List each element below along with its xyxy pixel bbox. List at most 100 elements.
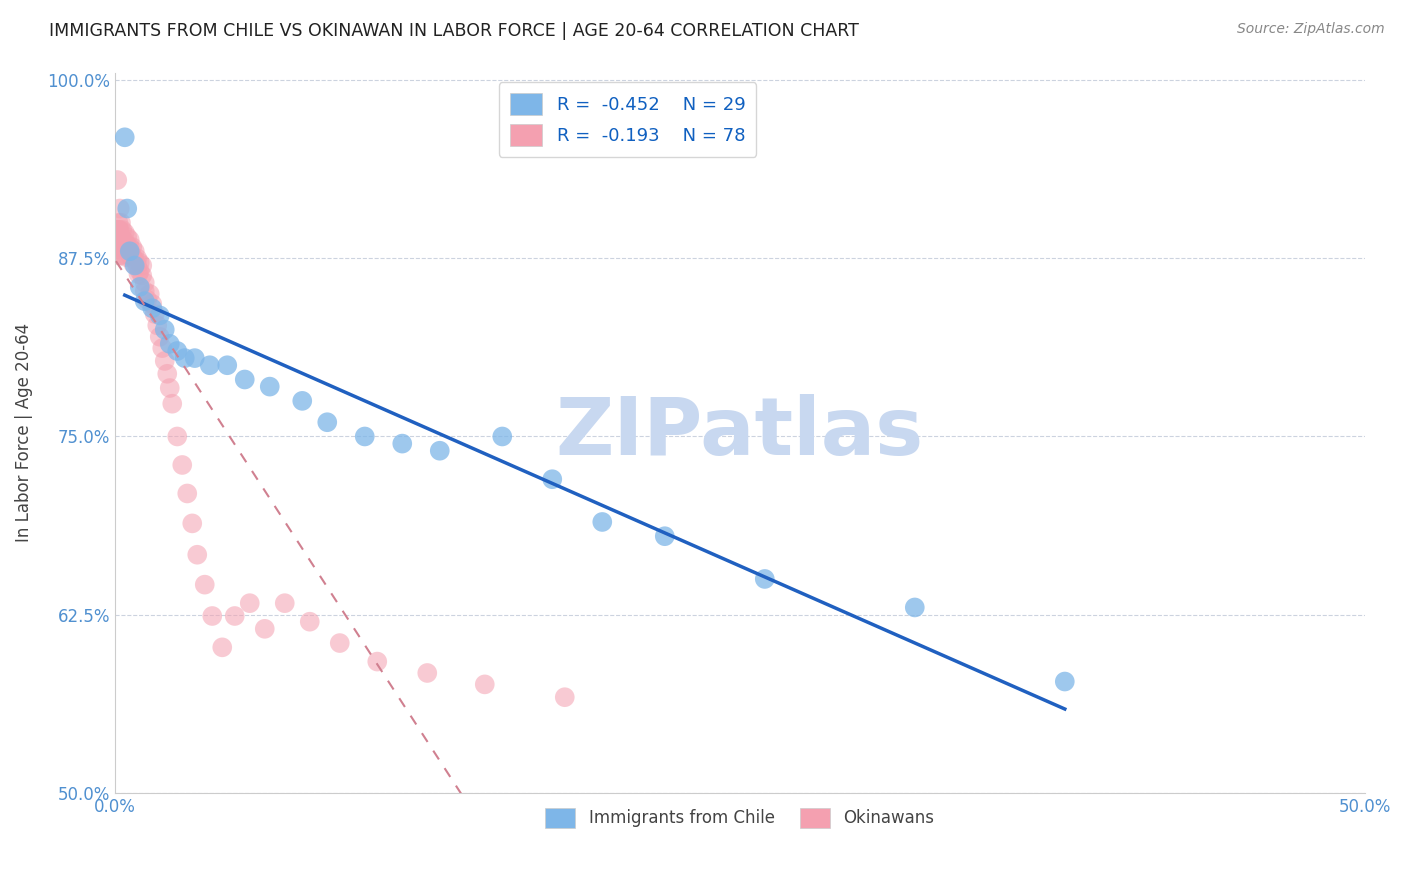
Point	[117, 230, 139, 244]
Point	[181, 516, 204, 531]
Point	[114, 235, 136, 249]
Point	[217, 358, 239, 372]
Point	[105, 235, 128, 250]
Point	[108, 223, 131, 237]
Point	[591, 515, 613, 529]
Point	[128, 267, 150, 281]
Point	[131, 268, 153, 283]
Point	[108, 231, 131, 245]
Point	[105, 223, 128, 237]
Point	[111, 223, 134, 237]
Point	[107, 235, 129, 249]
Point	[253, 622, 276, 636]
Point	[149, 309, 172, 323]
Point	[111, 231, 134, 245]
Point	[239, 596, 262, 610]
Point	[141, 297, 163, 311]
Point	[117, 245, 139, 260]
Point	[149, 330, 172, 344]
Point	[136, 293, 159, 307]
Point	[124, 259, 146, 273]
Point	[107, 241, 129, 255]
Point	[121, 240, 143, 254]
Point	[110, 248, 132, 262]
Point	[153, 354, 176, 368]
Point	[904, 600, 927, 615]
Point	[366, 655, 388, 669]
Point	[172, 458, 194, 472]
Point	[541, 472, 564, 486]
Point	[107, 223, 129, 237]
Point	[274, 596, 297, 610]
Point	[233, 372, 256, 386]
Point	[134, 294, 156, 309]
Point	[554, 690, 576, 705]
Point	[124, 244, 146, 259]
Point	[184, 351, 207, 365]
Point	[128, 255, 150, 269]
Point	[111, 238, 134, 252]
Point	[291, 393, 314, 408]
Point	[159, 381, 181, 395]
Point	[353, 429, 375, 443]
Point	[201, 609, 224, 624]
Text: Source: ZipAtlas.com: Source: ZipAtlas.com	[1237, 22, 1385, 37]
Point	[114, 130, 136, 145]
Point	[118, 244, 141, 259]
Point	[127, 252, 149, 266]
Text: IMMIGRANTS FROM CHILE VS OKINAWAN IN LABOR FORCE | AGE 20-64 CORRELATION CHART: IMMIGRANTS FROM CHILE VS OKINAWAN IN LAB…	[49, 22, 859, 40]
Point	[127, 259, 149, 273]
Point	[110, 216, 132, 230]
Point	[176, 486, 198, 500]
Point	[107, 216, 129, 230]
Point	[128, 264, 150, 278]
Point	[108, 202, 131, 216]
Point	[491, 429, 513, 443]
Point	[429, 443, 451, 458]
Point	[108, 248, 131, 262]
Point	[120, 248, 142, 262]
Point	[122, 257, 145, 271]
Point	[117, 238, 139, 252]
Point	[128, 280, 150, 294]
Point	[143, 307, 166, 321]
Point	[108, 240, 131, 254]
Point	[173, 351, 195, 365]
Point	[105, 230, 128, 244]
Point	[754, 572, 776, 586]
Point	[654, 529, 676, 543]
Point	[329, 636, 352, 650]
Point	[117, 202, 139, 216]
Point	[114, 241, 136, 255]
Point	[134, 276, 156, 290]
Point	[110, 231, 132, 245]
Point	[105, 173, 128, 187]
Point	[150, 341, 173, 355]
Point	[141, 301, 163, 316]
Point	[115, 250, 138, 264]
Point	[194, 577, 217, 591]
Point	[114, 226, 136, 240]
Point	[166, 429, 188, 443]
Point	[118, 233, 141, 247]
Point	[105, 223, 128, 237]
Point	[110, 240, 132, 254]
Point	[146, 318, 169, 333]
Point	[118, 240, 141, 254]
Point	[316, 415, 339, 429]
Point	[391, 436, 413, 450]
Y-axis label: In Labor Force | Age 20-64: In Labor Force | Age 20-64	[15, 324, 32, 542]
Point	[159, 337, 181, 351]
Point	[259, 379, 281, 393]
Point	[416, 665, 439, 680]
Point	[131, 259, 153, 273]
Point	[298, 615, 321, 629]
Text: ZIPatlas: ZIPatlas	[555, 394, 924, 472]
Point	[139, 287, 162, 301]
Point	[156, 367, 179, 381]
Point	[121, 248, 143, 262]
Point	[224, 609, 246, 624]
Point	[474, 677, 496, 691]
Point	[166, 343, 188, 358]
Point	[211, 640, 233, 655]
